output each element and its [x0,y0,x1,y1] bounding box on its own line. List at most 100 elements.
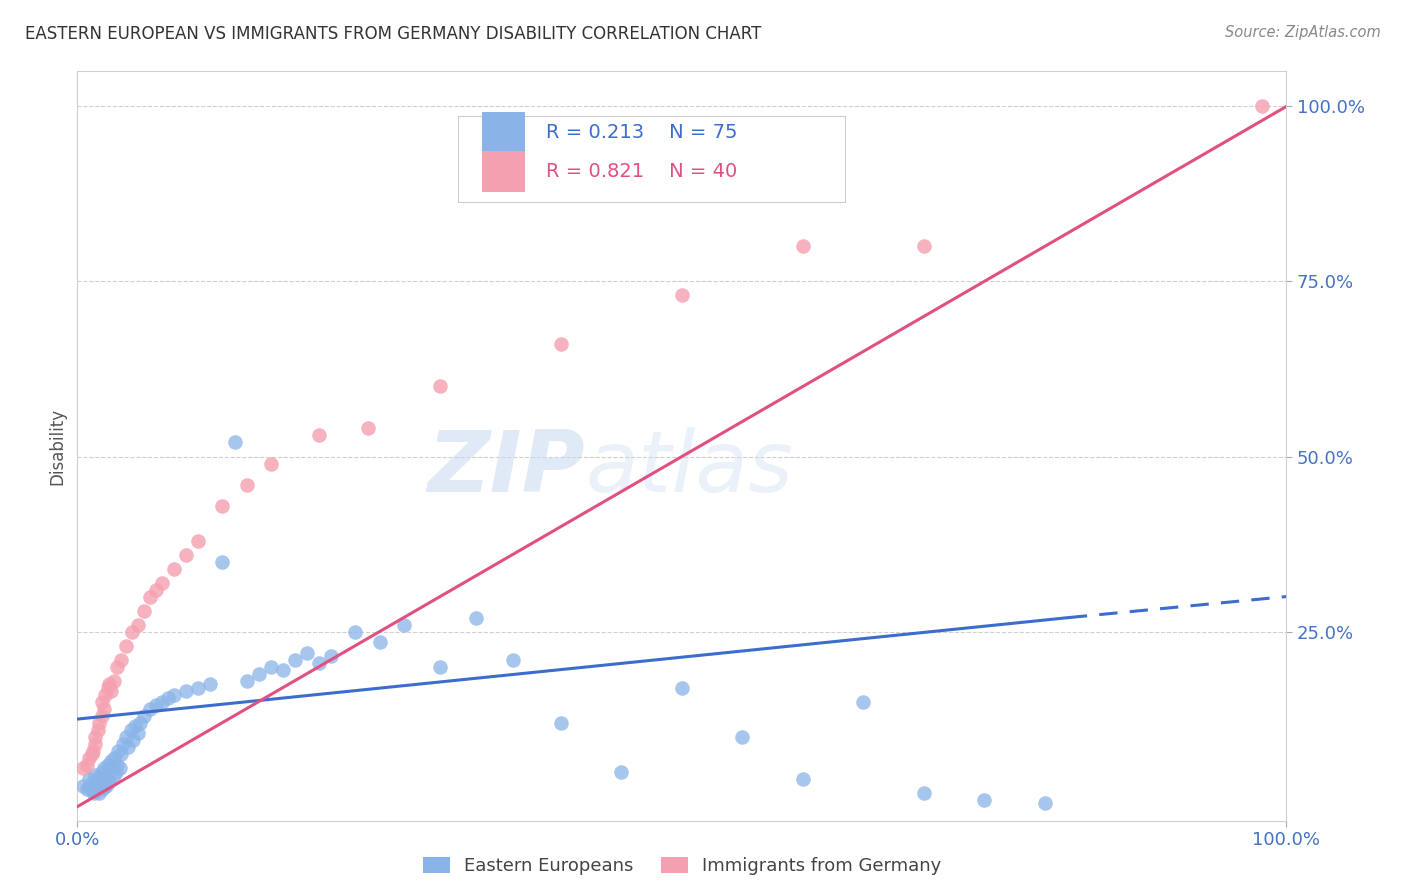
Point [247,666,270,681]
Text: R = 0.821    N = 40: R = 0.821 N = 40 [547,162,738,181]
Point [429,379,451,393]
Text: R = 0.213    N = 75: R = 0.213 N = 75 [547,123,738,142]
Point [103,750,125,764]
Point [912,239,935,253]
Point [96,779,118,793]
Point [90,782,112,797]
Point [84,737,107,751]
Point [308,428,330,442]
Point [145,698,167,712]
Point [344,624,367,639]
Point [121,624,143,639]
Point [224,435,246,450]
Point [731,730,754,744]
Point [120,723,142,737]
Point [284,652,307,666]
Point [671,681,693,695]
Point [96,681,118,695]
Bar [482,151,524,192]
Point [97,775,120,789]
Point [356,421,378,435]
Point [107,743,129,757]
Text: EASTERN EUROPEAN VS IMMIGRANTS FROM GERMANY DISABILITY CORRELATION CHART: EASTERN EUROPEAN VS IMMIGRANTS FROM GERM… [25,25,762,43]
Point [84,782,107,797]
Point [90,695,112,709]
Point [1251,99,1274,113]
Point [122,733,145,747]
Point [200,677,222,691]
Point [103,673,125,688]
Point [82,743,104,757]
Point [610,764,633,779]
Point [912,786,935,800]
Point [87,715,110,730]
Point [1033,796,1056,810]
Point [211,555,233,569]
Point [127,617,149,632]
Point [260,457,283,471]
Point [321,649,343,664]
Point [174,548,197,562]
Point [93,701,115,715]
Bar [482,112,524,153]
Point [502,652,524,666]
Point [110,652,132,666]
Point [112,737,135,751]
Point [82,775,104,789]
Point [93,780,115,794]
Point [132,708,155,723]
Point [392,617,415,632]
Legend: Eastern Europeans, Immigrants from Germany: Eastern Europeans, Immigrants from Germa… [423,857,941,875]
Point [93,761,115,775]
Point [98,761,121,775]
Point [271,663,294,677]
Point [465,610,488,624]
Point [89,780,111,794]
Point [973,792,995,806]
Point [76,757,98,772]
Point [100,754,122,768]
Point [79,750,101,764]
Point [429,659,451,673]
Point [150,575,173,590]
Point [163,561,186,575]
Point [235,673,257,688]
Text: atlas: atlas [585,427,793,510]
Point [127,726,149,740]
Point [108,761,131,775]
Point [124,719,146,733]
Point [94,775,117,789]
Point [84,768,107,782]
Point [114,639,136,653]
Point [260,659,283,673]
Point [91,777,114,791]
Point [79,772,101,786]
Point [84,730,107,744]
Point [80,784,103,798]
Point [145,582,167,597]
FancyBboxPatch shape [458,116,845,202]
Point [86,779,108,793]
Point [96,772,118,786]
Point [105,659,128,673]
Point [150,695,173,709]
Point [87,723,110,737]
Point [97,677,120,691]
Text: ZIP: ZIP [427,427,585,510]
Point [79,780,101,794]
Point [235,477,257,491]
Point [72,779,94,793]
Point [100,684,122,698]
Point [157,691,180,706]
Point [76,782,98,797]
Point [117,740,139,755]
Point [308,656,330,670]
Point [105,764,128,779]
Point [187,681,209,695]
Point [90,764,112,779]
Y-axis label: Disability: Disability [48,408,66,484]
Point [72,761,94,775]
Point [163,688,186,702]
Point [792,772,814,786]
Point [129,715,152,730]
